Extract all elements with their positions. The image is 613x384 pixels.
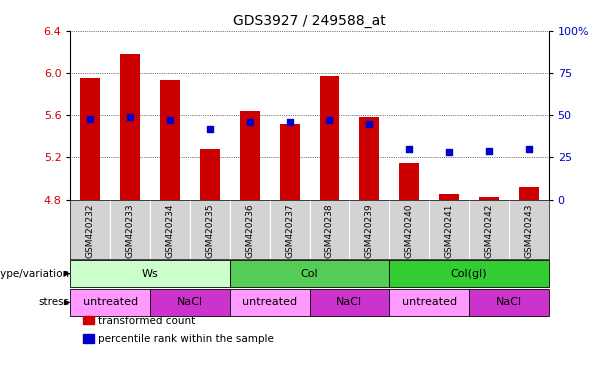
Bar <box>389 260 549 287</box>
Bar <box>70 260 230 287</box>
Text: GSM420234: GSM420234 <box>166 203 175 258</box>
Text: GSM420240: GSM420240 <box>405 203 414 258</box>
Bar <box>439 194 459 200</box>
Text: NaCl: NaCl <box>496 297 522 308</box>
Bar <box>280 124 300 200</box>
Bar <box>230 260 389 287</box>
Text: GSM420233: GSM420233 <box>126 203 135 258</box>
Point <box>364 121 374 127</box>
Point <box>444 149 454 156</box>
Point <box>166 117 175 123</box>
Point <box>125 114 135 120</box>
Bar <box>319 76 340 200</box>
Text: GSM420232: GSM420232 <box>86 203 95 258</box>
Text: GSM420235: GSM420235 <box>205 203 215 258</box>
Bar <box>120 54 140 200</box>
Bar <box>469 289 549 316</box>
Bar <box>70 289 150 316</box>
Text: genotype/variation: genotype/variation <box>0 268 70 279</box>
Point <box>484 147 494 154</box>
Title: GDS3927 / 249588_at: GDS3927 / 249588_at <box>233 14 386 28</box>
Text: percentile rank within the sample: percentile rank within the sample <box>98 334 274 344</box>
Bar <box>150 289 230 316</box>
Bar <box>479 197 499 200</box>
Text: transformed count: transformed count <box>98 316 196 326</box>
Bar <box>310 289 389 316</box>
Text: GSM420238: GSM420238 <box>325 203 334 258</box>
Bar <box>240 111 260 200</box>
Text: Col: Col <box>301 268 318 279</box>
Point <box>405 146 414 152</box>
Bar <box>359 118 379 200</box>
Text: GSM420241: GSM420241 <box>444 203 454 258</box>
Text: GSM420237: GSM420237 <box>285 203 294 258</box>
Text: stress: stress <box>39 297 70 308</box>
Point <box>284 119 294 125</box>
Text: NaCl: NaCl <box>337 297 362 308</box>
Text: GSM420242: GSM420242 <box>484 203 493 258</box>
Bar <box>200 149 220 200</box>
Text: untreated: untreated <box>83 297 138 308</box>
Text: GSM420236: GSM420236 <box>245 203 254 258</box>
Point <box>245 119 255 125</box>
Text: untreated: untreated <box>402 297 457 308</box>
Text: untreated: untreated <box>242 297 297 308</box>
Point <box>205 126 215 132</box>
Point <box>524 146 533 152</box>
Text: NaCl: NaCl <box>177 297 203 308</box>
Point <box>86 116 96 122</box>
Bar <box>80 78 101 200</box>
Text: Ws: Ws <box>142 268 159 279</box>
Text: GSM420239: GSM420239 <box>365 203 374 258</box>
Text: GSM420243: GSM420243 <box>524 203 533 258</box>
Text: Col(gl): Col(gl) <box>451 268 487 279</box>
Bar <box>230 289 310 316</box>
Bar <box>399 163 419 200</box>
Bar <box>389 289 469 316</box>
Bar <box>160 80 180 200</box>
Point <box>325 117 335 123</box>
Bar <box>519 187 539 200</box>
